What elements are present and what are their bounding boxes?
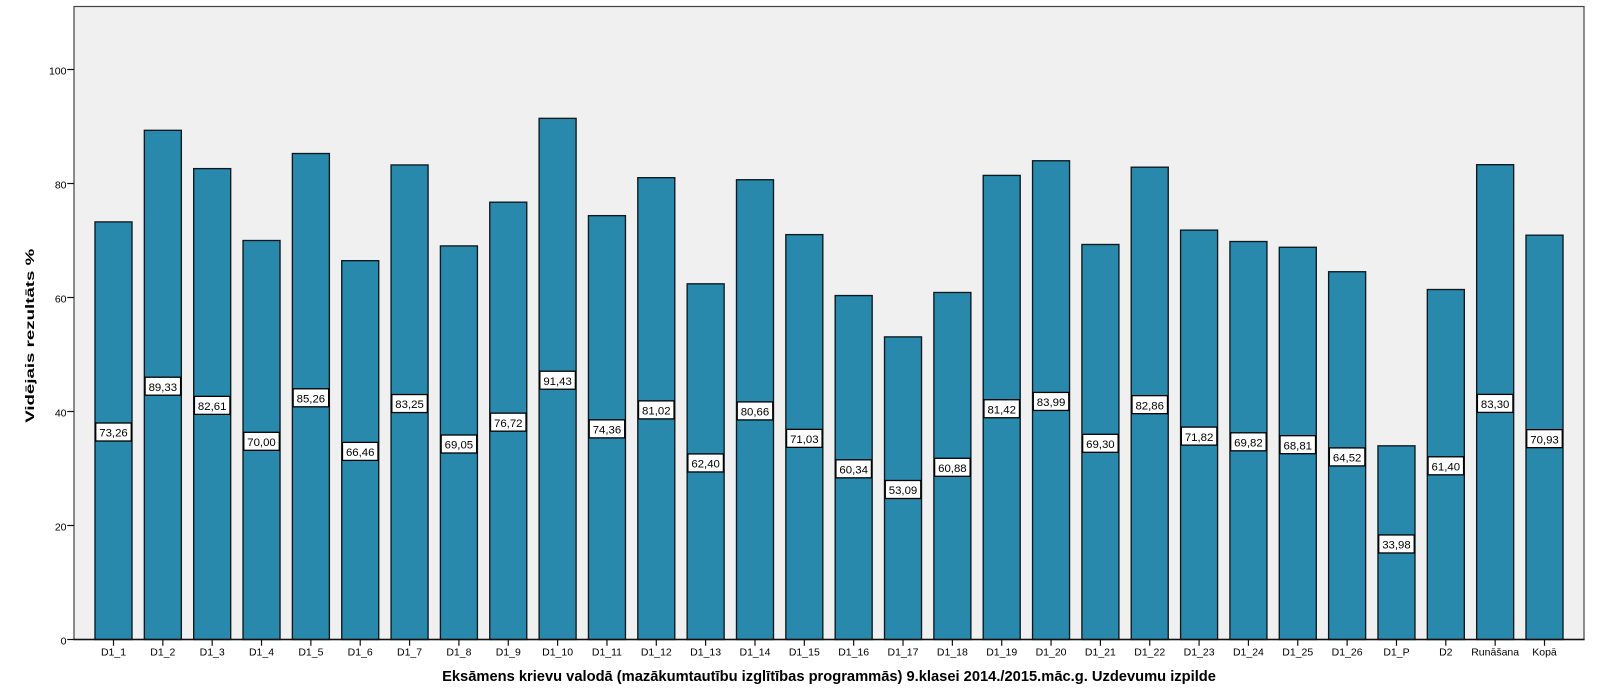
svg-text:82,86: 82,86 bbox=[1135, 400, 1164, 412]
svg-text:33,98: 33,98 bbox=[1382, 540, 1411, 552]
svg-text:60,88: 60,88 bbox=[938, 463, 967, 475]
svg-text:60,34: 60,34 bbox=[839, 465, 868, 477]
svg-text:D1_21: D1_21 bbox=[1085, 647, 1116, 659]
svg-text:61,40: 61,40 bbox=[1432, 462, 1461, 474]
svg-text:83,30: 83,30 bbox=[1481, 399, 1510, 411]
svg-text:0: 0 bbox=[61, 636, 67, 648]
svg-text:81,42: 81,42 bbox=[987, 404, 1016, 416]
svg-text:D1_24: D1_24 bbox=[1233, 647, 1264, 659]
svg-text:D1_7: D1_7 bbox=[397, 647, 422, 659]
svg-text:69,05: 69,05 bbox=[445, 440, 474, 452]
svg-text:66,46: 66,46 bbox=[346, 447, 375, 459]
svg-text:71,82: 71,82 bbox=[1185, 432, 1214, 444]
svg-text:89,33: 89,33 bbox=[149, 382, 178, 394]
svg-text:85,26: 85,26 bbox=[297, 394, 326, 406]
svg-text:D1_P: D1_P bbox=[1383, 647, 1409, 659]
svg-text:D1_1: D1_1 bbox=[101, 647, 126, 659]
svg-text:53,09: 53,09 bbox=[889, 485, 918, 497]
svg-text:Eksāmens krievu valodā (mazāku: Eksāmens krievu valodā (mazākumtautību i… bbox=[442, 669, 1216, 685]
svg-text:80,66: 80,66 bbox=[741, 407, 770, 419]
svg-text:D1_12: D1_12 bbox=[641, 647, 672, 659]
svg-text:71,03: 71,03 bbox=[790, 434, 819, 446]
svg-text:D1_8: D1_8 bbox=[446, 647, 471, 659]
svg-text:D1_3: D1_3 bbox=[200, 647, 225, 659]
svg-text:D1_20: D1_20 bbox=[1036, 647, 1067, 659]
svg-text:Runāšana: Runāšana bbox=[1471, 647, 1519, 659]
svg-text:D1_9: D1_9 bbox=[496, 647, 521, 659]
svg-text:83,25: 83,25 bbox=[395, 399, 424, 411]
svg-text:74,36: 74,36 bbox=[593, 425, 622, 437]
svg-text:62,40: 62,40 bbox=[691, 459, 720, 471]
svg-text:D1_2: D1_2 bbox=[150, 647, 175, 659]
svg-text:D1_19: D1_19 bbox=[986, 647, 1017, 659]
svg-text:82,61: 82,61 bbox=[198, 401, 227, 413]
svg-text:D2: D2 bbox=[1439, 647, 1453, 659]
svg-text:D1_11: D1_11 bbox=[592, 647, 622, 659]
svg-text:80: 80 bbox=[55, 180, 67, 192]
svg-text:D1_4: D1_4 bbox=[249, 647, 274, 659]
svg-text:83,99: 83,99 bbox=[1037, 397, 1066, 409]
svg-text:D1_5: D1_5 bbox=[298, 647, 323, 659]
svg-text:D1_16: D1_16 bbox=[838, 647, 869, 659]
svg-text:69,82: 69,82 bbox=[1234, 438, 1263, 450]
svg-text:D1_23: D1_23 bbox=[1184, 647, 1215, 659]
svg-text:D1_26: D1_26 bbox=[1332, 647, 1363, 659]
svg-text:20: 20 bbox=[55, 522, 67, 534]
svg-text:D1_17: D1_17 bbox=[888, 647, 919, 659]
svg-text:81,02: 81,02 bbox=[642, 406, 671, 418]
svg-text:64,52: 64,52 bbox=[1333, 453, 1362, 465]
svg-text:Kopā: Kopā bbox=[1532, 647, 1557, 659]
svg-text:D1_25: D1_25 bbox=[1282, 647, 1313, 659]
svg-text:69,30: 69,30 bbox=[1086, 439, 1115, 451]
svg-text:D1_14: D1_14 bbox=[740, 647, 771, 659]
svg-text:70,00: 70,00 bbox=[247, 437, 276, 449]
svg-text:D1_18: D1_18 bbox=[937, 647, 968, 659]
svg-text:40: 40 bbox=[55, 408, 67, 420]
svg-text:D1_10: D1_10 bbox=[542, 647, 573, 659]
svg-text:68,81: 68,81 bbox=[1284, 440, 1313, 452]
svg-text:91,43: 91,43 bbox=[543, 376, 572, 388]
svg-text:76,72: 76,72 bbox=[494, 418, 523, 430]
svg-text:D1_15: D1_15 bbox=[789, 647, 820, 659]
svg-text:60: 60 bbox=[55, 294, 67, 306]
svg-text:D1_22: D1_22 bbox=[1134, 647, 1165, 659]
svg-text:D1_6: D1_6 bbox=[348, 647, 373, 659]
svg-text:Vidējais rezultāts %: Vidējais rezultāts % bbox=[23, 248, 37, 423]
svg-text:100: 100 bbox=[49, 66, 67, 78]
svg-text:70,93: 70,93 bbox=[1530, 434, 1559, 446]
svg-text:73,26: 73,26 bbox=[99, 428, 128, 440]
svg-text:D1_13: D1_13 bbox=[690, 647, 721, 659]
